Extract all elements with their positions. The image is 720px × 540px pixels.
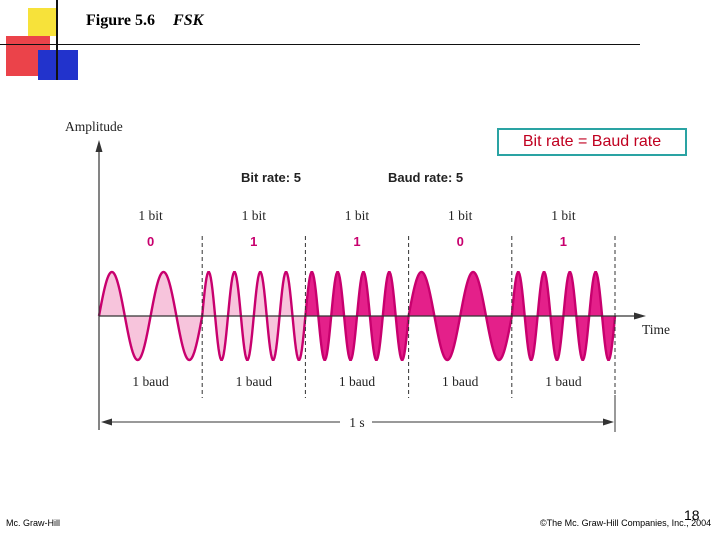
- figure-title: FSK: [173, 12, 204, 29]
- decor-yellow-square: [28, 8, 56, 36]
- amplitude-axis-label: Amplitude: [65, 119, 123, 134]
- bit-value: 1: [353, 234, 360, 249]
- time-axis-label: Time: [642, 322, 670, 337]
- bit-unit-label: 1 bit: [551, 208, 576, 223]
- page-number: 18: [684, 507, 700, 523]
- bit-value: 1: [560, 234, 567, 249]
- bit-unit-label: 1 bit: [345, 208, 370, 223]
- decor-vertical-line: [56, 0, 58, 80]
- baud-unit-label: 1 baud: [545, 374, 582, 389]
- bit-unit-label: 1 bit: [138, 208, 163, 223]
- bit-baud-callout: Bit rate = Baud rate: [497, 128, 687, 156]
- bit-value: 1: [250, 234, 257, 249]
- figure-label: Figure 5.6: [86, 12, 156, 29]
- baud-unit-label: 1 baud: [236, 374, 273, 389]
- duration-right-arrow-icon: [603, 418, 614, 426]
- bit-value: 0: [147, 234, 154, 249]
- time-arrow-icon: [634, 312, 646, 320]
- decor-horizontal-line: [0, 44, 640, 45]
- publisher-footer: Mc. Graw-Hill: [6, 518, 60, 528]
- slide-title: Figure 5.6 FSK: [86, 12, 203, 30]
- amplitude-arrow-icon: [95, 140, 103, 152]
- baud-unit-label: 1 baud: [132, 374, 169, 389]
- baud-rate-label: Baud rate: 5: [388, 170, 463, 185]
- copyright-footer: ©The Mc. Graw-Hill Companies, Inc., 2004: [540, 518, 712, 528]
- bit-unit-label: 1 bit: [242, 208, 267, 223]
- bit-rate-label: Bit rate: 5: [241, 170, 301, 185]
- bit-value: 0: [457, 234, 464, 249]
- bit-labels: 1 bit 0 1 baud 1 bit 1 1 baud 1 bit 1 1 baud 1 bi…: [132, 208, 581, 389]
- duration-left-arrow-icon: [101, 418, 112, 426]
- decor-blue-square: [38, 50, 78, 80]
- duration-label: 1 s: [349, 415, 364, 430]
- bit-dividers: [201, 236, 616, 398]
- baud-unit-label: 1 baud: [339, 374, 376, 389]
- baud-unit-label: 1 baud: [442, 374, 479, 389]
- bit-unit-label: 1 bit: [448, 208, 473, 223]
